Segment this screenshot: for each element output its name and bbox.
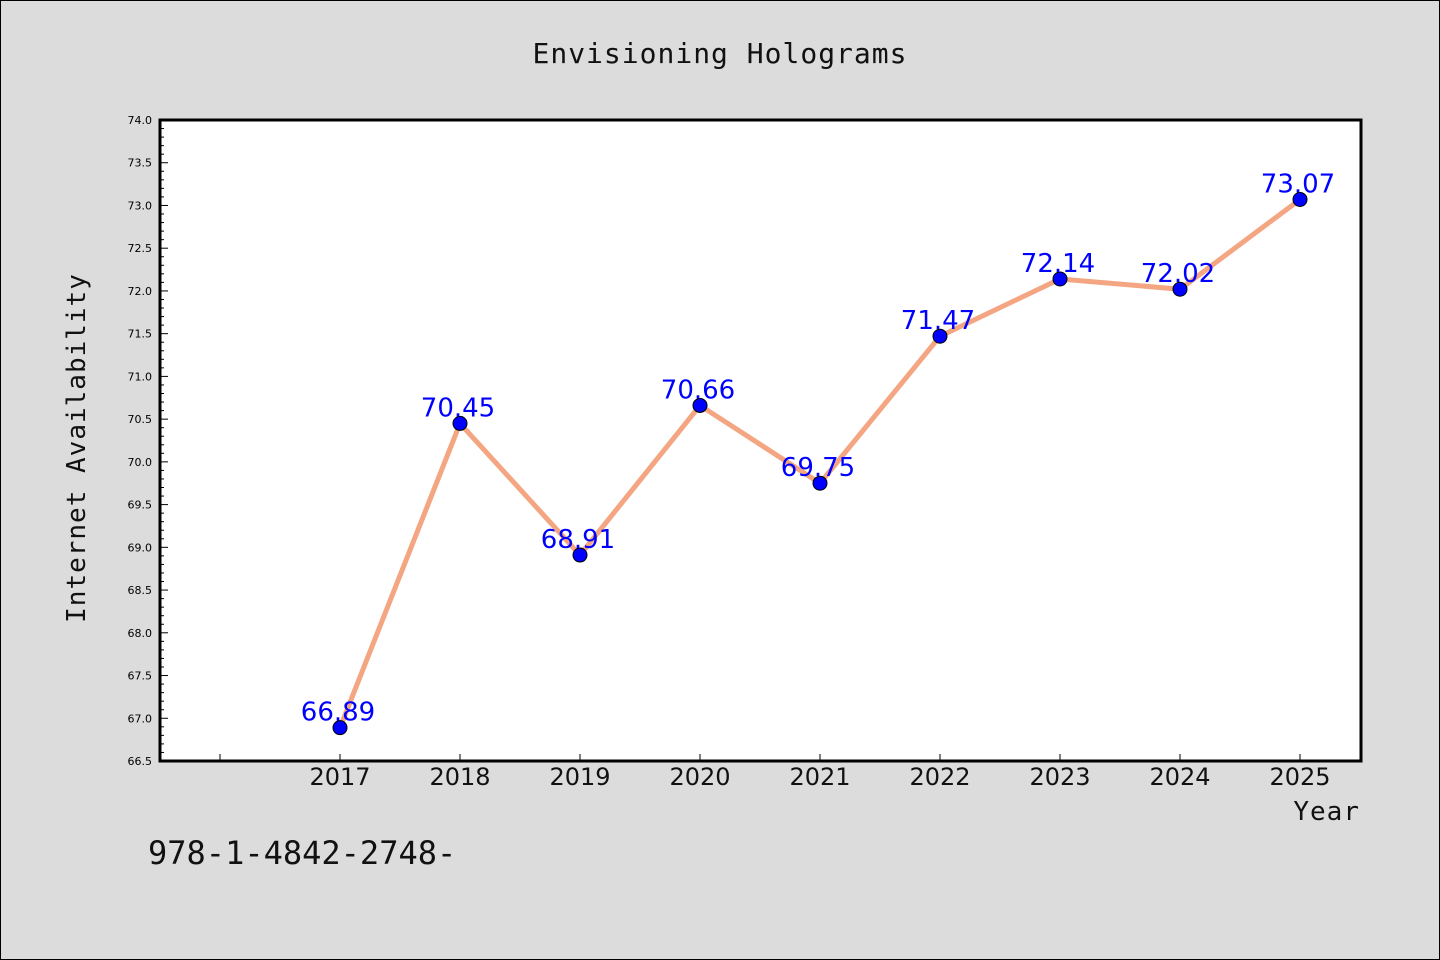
y-tick-label: 70.0 <box>128 456 153 469</box>
data-point <box>1172 281 1188 297</box>
x-tick-label: 2021 <box>789 763 850 791</box>
y-tick-label: 68.5 <box>128 584 153 597</box>
data-point <box>812 475 828 491</box>
y-tick-label: 70.5 <box>128 413 153 426</box>
y-tick-label: 71.5 <box>128 328 153 341</box>
data-point <box>1052 271 1068 287</box>
y-tick-label: 73.0 <box>128 199 153 212</box>
data-label: 70.66 <box>661 375 735 405</box>
y-tick-label: 72.0 <box>128 285 153 298</box>
y-tick-label: 73.5 <box>128 157 153 170</box>
data-label: 69.75 <box>781 453 855 483</box>
data-label: 73.07 <box>1261 169 1335 199</box>
y-tick-label: 71.0 <box>128 370 153 383</box>
x-tick-label: 2025 <box>1269 763 1330 791</box>
x-axis: 2017 2018 2019 2020 2021 2022 2023 2024 2025 <box>219 754 1331 791</box>
y-tick-label: 67.0 <box>128 712 153 725</box>
x-tick-label: 2017 <box>309 763 370 791</box>
data-point <box>932 328 948 344</box>
y-tick-label: 74.0 <box>128 114 153 127</box>
x-tick-label: 2024 <box>1149 763 1210 791</box>
plot-area <box>158 118 1363 763</box>
y-tick-label: 69.0 <box>128 541 153 554</box>
data-label: 72.14 <box>1021 249 1095 279</box>
y-tick-label: 67.5 <box>128 670 153 683</box>
chart-title: Envisioning Holograms <box>532 37 907 70</box>
data-label: 66.89 <box>301 698 375 728</box>
data-labels: 66.89 70.45 68.91 70.66 69.75 71.47 72.14 72.02… <box>301 169 1335 727</box>
data-label: 70.45 <box>421 393 495 423</box>
data-label: 68.91 <box>541 525 615 555</box>
data-point <box>572 547 588 563</box>
data-point <box>452 415 468 431</box>
data-label: 71.47 <box>901 306 975 336</box>
series-line <box>332 191 1308 736</box>
x-tick-label: 2023 <box>1029 763 1090 791</box>
x-tick-label: 2019 <box>549 763 610 791</box>
x-tick-label: 2018 <box>429 763 490 791</box>
y-tick-label: 69.5 <box>128 499 153 512</box>
x-tick-label: 2022 <box>909 763 970 791</box>
y-tick-label: 66.5 <box>128 755 153 768</box>
x-tick-label: 2020 <box>669 763 730 791</box>
data-label: 72.02 <box>1141 259 1215 289</box>
data-point <box>332 720 348 736</box>
y-axis: 66.5 67.0 67.5 68.0 68.5 69.0 69.5 70.0 70.5 71.0… <box>128 114 168 768</box>
data-point <box>1292 191 1308 207</box>
y-tick-label: 72.5 <box>128 242 153 255</box>
data-point <box>692 397 708 413</box>
y-axis-label: Internet Availability <box>62 273 92 623</box>
x-axis-label: Year <box>1293 797 1360 827</box>
y-tick-label: 68.0 <box>128 627 153 640</box>
footer-text: 978-1-4842-2748- <box>148 834 456 872</box>
